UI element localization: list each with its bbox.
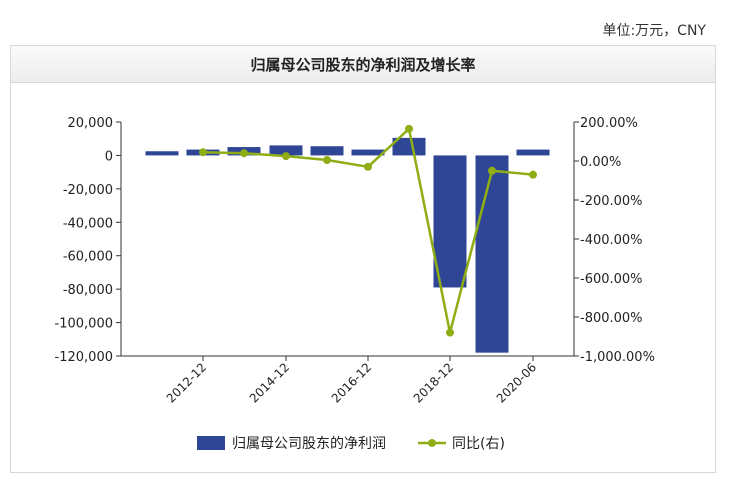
x-tick-label: 2020-06 (494, 360, 539, 405)
left-tick-label: -40,000 (63, 216, 113, 231)
left-tick-label: -80,000 (63, 283, 113, 298)
bar-5 (351, 149, 385, 156)
bar-8 (475, 155, 509, 353)
bar-0 (145, 151, 179, 156)
legend-line-marker (428, 439, 436, 447)
chart-title: 归属母公司股东的净利润及增长率 (11, 46, 715, 83)
x-tick-label: 2016-12 (329, 360, 374, 405)
right-tick-label: -1,000.00% (580, 350, 655, 365)
left-tick-label: 20,000 (68, 116, 114, 131)
left-tick-label: 0 (105, 149, 113, 164)
right-tick-label: -400.00% (580, 233, 643, 248)
right-tick-label: 200.00% (580, 116, 638, 131)
legend-bar-label: 归属母公司股东的净利润 (232, 435, 386, 452)
growth-point-1 (240, 149, 248, 158)
growth-point-7 (488, 166, 496, 175)
growth-point-6 (446, 328, 454, 337)
growth-point-5 (405, 124, 413, 133)
unit-label: 单位:万元，CNY (602, 23, 706, 39)
bar-6 (392, 137, 426, 156)
left-tick-label: -20,000 (63, 183, 113, 198)
right-tick-label: -600.00% (580, 272, 643, 287)
x-tick-label: 2012-12 (164, 360, 209, 405)
right-tick-label: 0.00% (580, 155, 621, 170)
chart-panel: 归属母公司股东的净利润及增长率 (10, 45, 716, 473)
bar-3 (269, 145, 303, 156)
right-tick-label: -800.00% (580, 311, 643, 326)
legend-bar-swatch (197, 436, 225, 450)
right-tick-label: -200.00% (580, 194, 643, 209)
growth-point-0 (199, 148, 207, 157)
bar-4 (310, 146, 344, 156)
bar-9 (516, 149, 550, 156)
growth-point-3 (323, 156, 331, 165)
growth-point-4 (364, 162, 372, 171)
bar-7 (433, 155, 467, 288)
growth-point-8 (529, 170, 537, 179)
legend-line-label: 同比(右) (452, 436, 505, 452)
left-tick-label: -120,000 (55, 350, 113, 365)
left-tick-label: -60,000 (63, 250, 113, 265)
x-tick-label: 2018-12 (411, 360, 456, 405)
growth-point-2 (282, 152, 290, 161)
left-tick-label: -100,000 (55, 317, 113, 332)
x-tick-label: 2014-12 (247, 360, 292, 405)
